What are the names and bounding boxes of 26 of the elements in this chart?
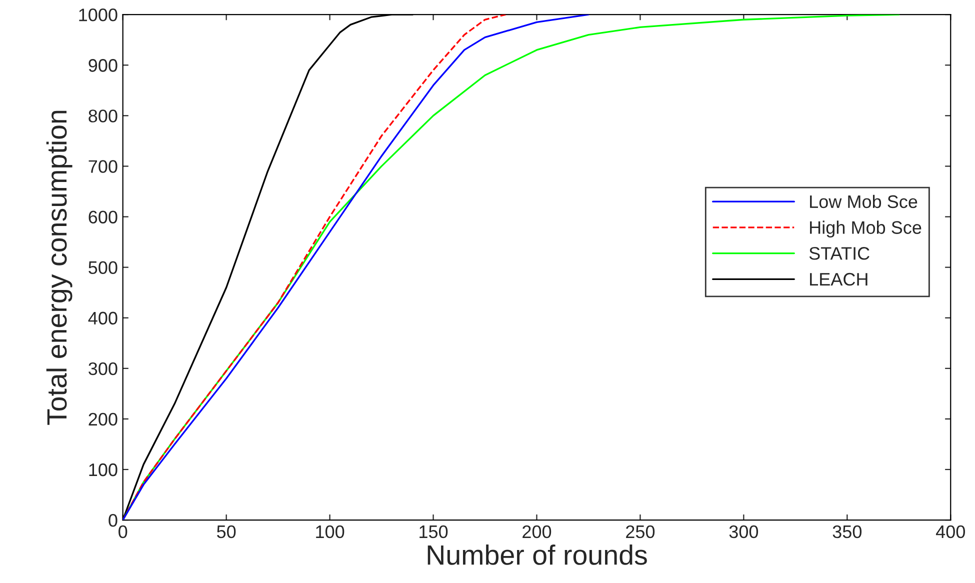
y-tick-label: 900 xyxy=(88,59,118,72)
y-tick-label: 400 xyxy=(88,312,118,325)
x-tick-label: 100 xyxy=(316,525,344,538)
y-tick-label: 800 xyxy=(88,110,118,122)
legend-label: High Mob Sce xyxy=(810,220,922,238)
y-axis-title: Total energy consumption xyxy=(46,110,72,425)
x-tick-label: 50 xyxy=(217,525,236,538)
y-tick-label: 700 xyxy=(88,160,118,173)
y-tick-label: 1000 xyxy=(79,8,118,22)
legend-label: LEACH xyxy=(810,272,868,286)
y-tick-label: 100 xyxy=(89,463,118,476)
x-tick-label: 250 xyxy=(626,525,655,538)
x-tick-label: 400 xyxy=(936,525,965,538)
legend-label: STATIC xyxy=(809,247,870,260)
legend-label: Low Mob Sce xyxy=(810,194,918,208)
x-axis-title: Number of rounds xyxy=(428,544,647,565)
y-tick-label: 200 xyxy=(88,412,118,426)
y-tick-label: 500 xyxy=(88,261,118,274)
y-tick-label: 0 xyxy=(108,514,118,527)
x-tick-label: 150 xyxy=(420,525,448,538)
x-tick-label: 0 xyxy=(118,525,128,538)
y-tick-label: 300 xyxy=(88,362,118,376)
x-tick-label: 350 xyxy=(832,525,862,538)
x-tick-label: 300 xyxy=(729,525,758,538)
y-tick-label: 600 xyxy=(88,210,118,224)
x-tick-label: 200 xyxy=(522,525,552,538)
